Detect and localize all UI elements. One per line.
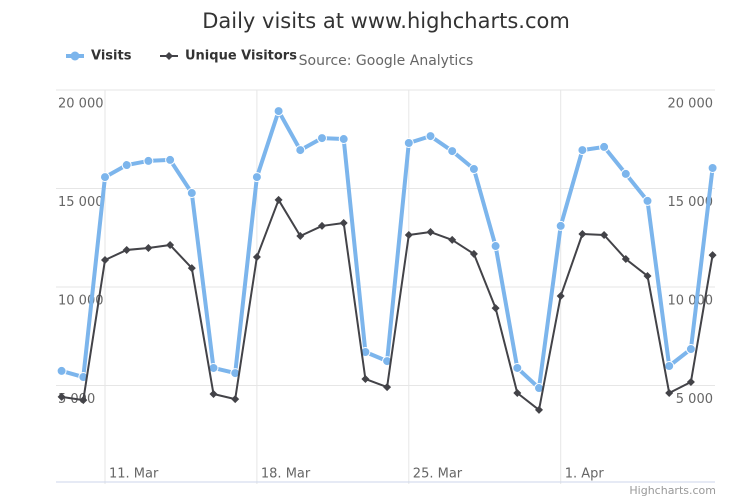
marker bbox=[448, 235, 457, 244]
marker bbox=[144, 243, 153, 252]
marker bbox=[187, 264, 196, 273]
marker bbox=[186, 188, 197, 199]
marker bbox=[251, 172, 262, 183]
marker bbox=[122, 245, 131, 254]
marker bbox=[274, 195, 283, 204]
marker bbox=[707, 163, 718, 174]
marker bbox=[555, 220, 566, 231]
marker bbox=[490, 241, 501, 252]
y-tick-label: 20 000 bbox=[58, 97, 104, 112]
marker bbox=[447, 146, 458, 157]
marker bbox=[535, 405, 543, 414]
marker bbox=[100, 172, 110, 183]
marker bbox=[556, 292, 565, 301]
x-tick-label: 25. Mar bbox=[413, 467, 463, 482]
marker bbox=[578, 230, 587, 239]
x-tick-label: 18. Mar bbox=[261, 467, 311, 482]
legend-marker bbox=[165, 52, 173, 60]
marker bbox=[361, 374, 370, 383]
marker bbox=[166, 241, 175, 250]
marker bbox=[491, 304, 500, 313]
marker bbox=[664, 360, 675, 371]
y-tick-label: 10 000 bbox=[58, 294, 104, 309]
marker bbox=[143, 155, 154, 166]
marker bbox=[512, 362, 523, 373]
marker bbox=[577, 145, 588, 156]
marker bbox=[665, 388, 674, 397]
marker bbox=[165, 154, 176, 165]
marker bbox=[318, 221, 326, 230]
marker bbox=[513, 388, 522, 397]
marker bbox=[273, 106, 284, 117]
marker bbox=[339, 218, 348, 227]
x-tick-label: 11. Mar bbox=[109, 467, 159, 482]
marker bbox=[600, 230, 609, 239]
marker bbox=[209, 389, 218, 398]
line bbox=[61, 198, 714, 411]
marker bbox=[686, 377, 695, 386]
y-tick-label: 15 000 bbox=[58, 195, 104, 210]
marker bbox=[295, 145, 306, 156]
marker bbox=[425, 131, 436, 142]
marker bbox=[338, 134, 349, 145]
marker bbox=[296, 231, 305, 240]
marker bbox=[426, 228, 435, 237]
marker bbox=[643, 271, 652, 280]
marker bbox=[468, 163, 479, 174]
y2-tick-label: 15 000 bbox=[668, 195, 714, 210]
legend-marker bbox=[70, 51, 80, 61]
marker bbox=[404, 230, 413, 239]
marker bbox=[469, 249, 478, 258]
chart-title: Daily visits at www.highcharts.com bbox=[202, 9, 570, 33]
marker bbox=[56, 365, 67, 376]
y2-tick-label: 10 000 bbox=[668, 294, 714, 309]
y2-tick-label: 20 000 bbox=[668, 97, 714, 112]
marker bbox=[403, 137, 414, 148]
line bbox=[61, 109, 715, 391]
marker bbox=[101, 256, 109, 265]
marker bbox=[121, 160, 132, 171]
marker bbox=[620, 168, 631, 179]
marker bbox=[231, 395, 240, 404]
legend-label: Unique Visitors bbox=[185, 49, 297, 64]
credit: Highcharts.com bbox=[629, 484, 716, 497]
legend-label: Visits bbox=[91, 49, 132, 64]
marker bbox=[79, 396, 88, 405]
marker bbox=[599, 141, 610, 152]
x-tick-label: 1. Apr bbox=[565, 467, 605, 482]
chart-subtitle: Source: Google Analytics bbox=[299, 53, 474, 69]
marker bbox=[252, 253, 261, 262]
y2-tick-label: 5 000 bbox=[676, 392, 713, 407]
marker bbox=[317, 133, 327, 144]
marker bbox=[642, 195, 653, 206]
marker bbox=[383, 383, 392, 392]
marker bbox=[708, 251, 717, 260]
marker bbox=[621, 255, 630, 264]
marker bbox=[57, 392, 66, 401]
marker bbox=[685, 344, 696, 355]
